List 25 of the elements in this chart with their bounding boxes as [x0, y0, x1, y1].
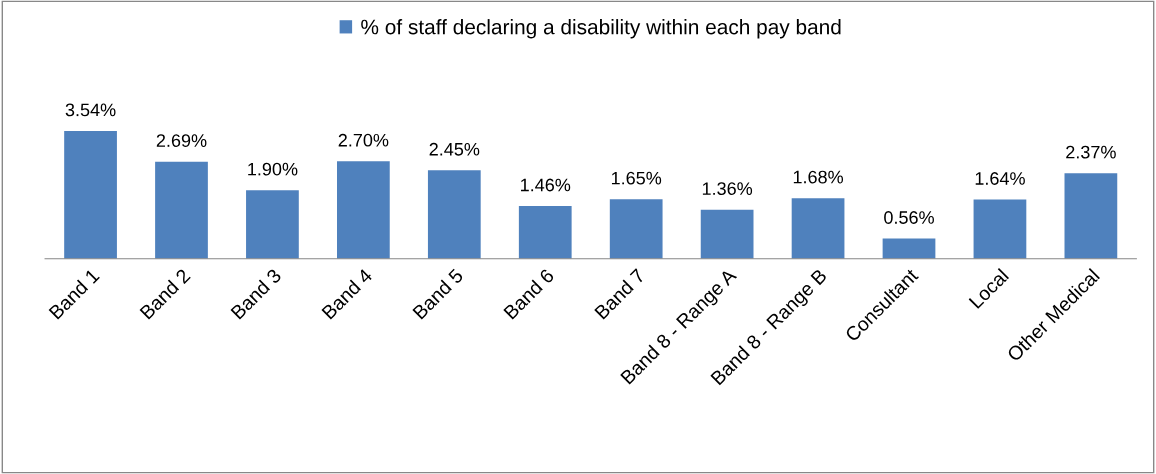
bar	[973, 199, 1027, 259]
data-label: 2.69%	[156, 134, 207, 147]
data-label: 2.37%	[1066, 145, 1116, 159]
bar	[64, 130, 117, 259]
bar	[518, 206, 572, 259]
data-label: 1.46%	[521, 178, 571, 192]
data-label: 2.70%	[338, 133, 389, 147]
bar	[609, 199, 663, 259]
bar	[1064, 173, 1118, 259]
bar	[427, 170, 481, 259]
data-label: 2.45%	[429, 142, 480, 156]
bar	[882, 238, 936, 259]
data-label: 1.36%	[702, 182, 753, 195]
bar	[246, 190, 299, 259]
bar	[791, 198, 845, 259]
bar	[155, 161, 208, 259]
bar	[337, 161, 390, 259]
data-label: 1.65%	[611, 171, 662, 185]
data-label: 1.90%	[248, 162, 298, 176]
data-label: 1.64%	[975, 172, 1025, 185]
data-label: 3.54%	[65, 103, 116, 117]
legend-label: % of staff declaring a disability within each pay band	[361, 19, 841, 39]
data-label: 1.68%	[793, 170, 844, 184]
data-label: 0.56%	[884, 211, 934, 224]
bar	[700, 209, 754, 259]
